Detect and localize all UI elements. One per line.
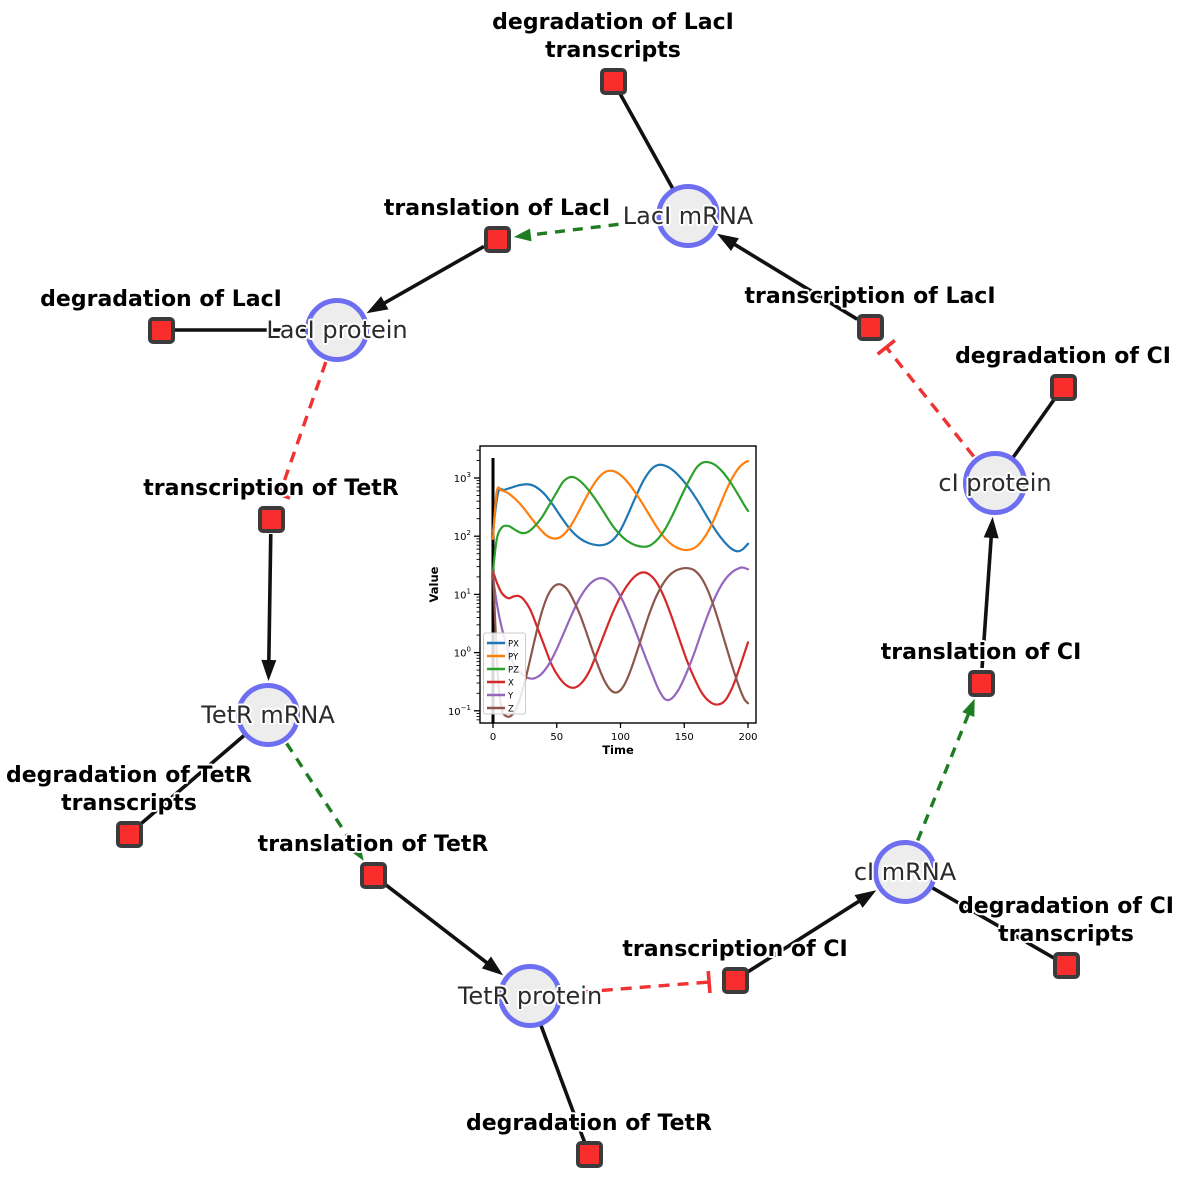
edge-tsc_tetr-tetr_mrna [261, 533, 277, 682]
reaction-label-deg_tetr_tx: degradation of TetR transcripts [6, 762, 252, 818]
reaction-label-tsc_laci: transcription of LacI [744, 283, 995, 311]
reaction-node-deg_laci_tx[interactable] [600, 68, 627, 95]
plot-x-tick-label: 0 [490, 732, 496, 743]
reaction-label-line: degradation of LacI [40, 287, 282, 312]
reaction-label-tsc_ci: transcription of CI [622, 936, 847, 964]
plot-series-Y [491, 566, 750, 702]
reaction-label-line: translation of TetR [257, 832, 489, 857]
species-label-ci_mrna: cI mRNA [853, 858, 957, 886]
plot-ylabel: Value [427, 566, 441, 602]
plot-y-tick-label: 103 [454, 471, 471, 485]
plot-x-tick-label: 200 [738, 732, 757, 743]
reaction-label-line: transcription of LacI [744, 284, 996, 309]
plot-series-X [491, 570, 750, 706]
reaction-label-tsl_laci: translation of LacI [384, 195, 610, 223]
reaction-label-line: transcripts [61, 791, 197, 816]
plot-x-axis-ticks: 0 50 100 150 200 [490, 723, 758, 743]
reaction-node-tsl_ci[interactable] [968, 670, 995, 697]
reaction-label-line: degradation of CI [958, 894, 1174, 919]
reaction-label-deg_ci_tx: degradation of CI transcripts [958, 893, 1174, 949]
reaction-label-line: transcripts [545, 38, 681, 63]
reaction-label-line: degradation of TetR [5, 763, 253, 788]
reaction-node-deg_ci[interactable] [1050, 374, 1077, 401]
plot-legend-label-PZ: PZ [508, 666, 519, 676]
reaction-node-deg_tetr[interactable] [576, 1141, 603, 1168]
reaction-node-deg_tetr_tx[interactable] [116, 821, 143, 848]
reaction-node-tsc_tetr[interactable] [258, 506, 285, 533]
plot-y-tick-label: 101 [454, 587, 471, 601]
reaction-label-line: translation of CI [880, 640, 1082, 665]
reaction-label-deg_laci_tx: degradation of LacI transcripts [492, 9, 734, 65]
species-label-laci_protein: LacI protein [266, 316, 408, 344]
reaction-label-line: degradation of CI [955, 344, 1171, 369]
plot-legend-label-Z: Z [508, 705, 514, 715]
reaction-node-tsl_tetr[interactable] [360, 862, 387, 889]
reaction-label-deg_laci: degradation of LacI [40, 286, 282, 314]
reaction-node-deg_laci[interactable] [148, 317, 175, 344]
plot-x-tick-label: 100 [611, 732, 630, 743]
plot-y-tick-label: 10−1 [448, 704, 471, 718]
reaction-node-deg_ci_tx[interactable] [1053, 952, 1080, 979]
plot-y-tick-label: 100 [454, 646, 471, 660]
reaction-label-line: degradation of LacI [492, 10, 734, 35]
reaction-label-tsl_tetr: translation of TetR [258, 831, 489, 859]
edge-ci_mrna-tsl_ci [916, 698, 975, 842]
plot-legend: PX PY PZ XYZ [483, 632, 526, 715]
reaction-label-deg_ci: degradation of CI [955, 343, 1171, 371]
plot-frame [479, 445, 757, 724]
edge-tsl_tetr-tetr_protein [383, 882, 504, 976]
plot-series-PY [491, 460, 750, 552]
plot-series-PX [491, 463, 750, 553]
plot-x-tick-label: 50 [550, 732, 563, 743]
plot-legend-label-PY: PY [508, 653, 519, 663]
reaction-node-tsl_laci[interactable] [484, 226, 511, 253]
plot-x-tick-label: 150 [675, 732, 694, 743]
reaction-label-tsc_tetr: transcription of TetR [143, 475, 398, 503]
reaction-label-line: transcription of CI [622, 937, 848, 962]
reaction-node-tsc_ci[interactable] [722, 967, 749, 994]
reaction-node-tsc_laci[interactable] [857, 314, 884, 341]
reaction-label-line: transcription of TetR [143, 476, 399, 501]
plot-series-Z [491, 566, 750, 718]
plot-y-axis-ticks: 103 102 101 100 10−1 [448, 449, 480, 721]
species-label-tetr_mrna: TetR mRNA [201, 701, 335, 729]
species-label-laci_mrna: LacI mRNA [622, 202, 754, 230]
reaction-label-line: translation of LacI [383, 196, 611, 221]
species-label-tetr_protein: TetR protein [457, 982, 603, 1010]
species-label-ci_protein: cI protein [938, 469, 1052, 497]
plot-legend-label-X: X [508, 679, 514, 689]
plot-y-tick-label: 102 [454, 529, 471, 543]
edge-tsl_laci-laci_protein [366, 244, 485, 314]
reaction-label-line: degradation of TetR [465, 1111, 713, 1136]
plot-legend-label-PX: PX [508, 640, 519, 650]
plot-legend-label-Y: Y [507, 692, 514, 702]
plot-series-PZ [491, 460, 750, 573]
reaction-label-deg_tetr: degradation of TetR [466, 1110, 712, 1138]
reaction-label-tsl_ci: translation of CI [881, 639, 1082, 667]
reaction-label-line: transcripts [998, 922, 1134, 947]
plot-xlabel: Time [602, 743, 634, 757]
